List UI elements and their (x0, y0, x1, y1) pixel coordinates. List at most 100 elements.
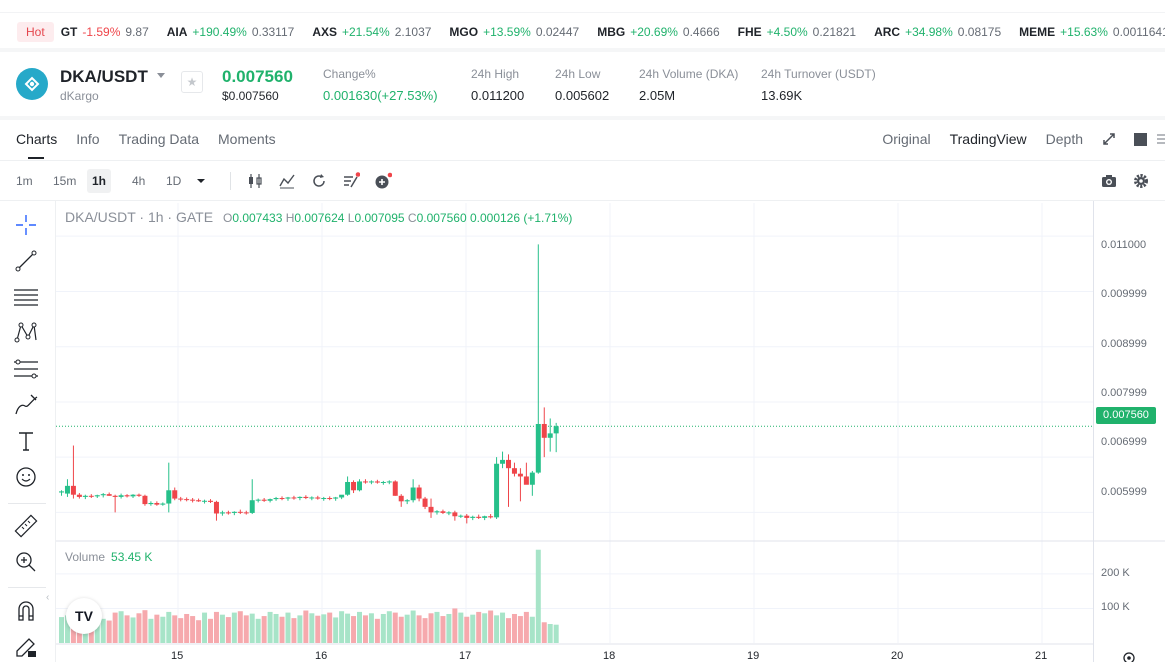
zoom-in-icon[interactable] (13, 549, 39, 575)
ticker-item[interactable]: MGO +13.59% 0.02447 (449, 25, 579, 39)
candle-body (88, 495, 94, 497)
candle-body (321, 498, 327, 500)
candle-body (428, 506, 434, 513)
chevron-down-icon[interactable] (157, 73, 165, 78)
tab-charts[interactable]: Charts (16, 131, 58, 159)
ticker-item[interactable]: ARC +34.98% 0.08175 (874, 25, 1001, 39)
menu-icon[interactable] (1157, 132, 1165, 146)
fib-retracement-icon[interactable] (13, 356, 39, 382)
chart-legend: DKA/USDT · 1h · GATE O0.007433 H0.007624… (65, 209, 572, 225)
pair-selector[interactable]: DKA/USDT (60, 67, 148, 86)
tab-moments[interactable]: Moments (218, 131, 276, 147)
collapse-toggle-icon[interactable]: ‹ (46, 592, 50, 603)
date-axis-label: 15 (171, 650, 184, 662)
volume-bar (59, 617, 64, 643)
brush-icon[interactable] (13, 392, 39, 418)
ticker-item[interactable]: AXS +21.54% 2.1037 (312, 25, 431, 39)
timeframe-4h[interactable]: 4h (132, 174, 146, 188)
candle-body (357, 481, 362, 491)
volume-bar (339, 611, 345, 643)
candle-body (345, 481, 351, 495)
templates-icon[interactable] (342, 172, 360, 190)
expand-icon[interactable] (1102, 132, 1116, 146)
ticker-symbol: GT (60, 24, 78, 39)
volume-bar (136, 613, 142, 643)
candle-body (458, 515, 464, 517)
candle-body (202, 500, 208, 502)
volume-bar (494, 615, 500, 643)
tab-info[interactable]: Info (76, 131, 100, 147)
timeframe-15m[interactable]: 15m (53, 174, 77, 188)
timeframe-1h[interactable]: 1h (87, 169, 112, 193)
pattern-icon[interactable] (13, 320, 39, 346)
candles-icon[interactable] (246, 172, 264, 190)
price-chart[interactable] (56, 201, 1165, 662)
volume-legend: Volume 53.45 K (65, 550, 152, 564)
candle-body (541, 423, 547, 438)
layout-icon[interactable] (1134, 132, 1147, 146)
divider (8, 587, 46, 588)
tab-original[interactable]: Original (882, 131, 931, 147)
trend-line-icon[interactable] (13, 248, 39, 274)
chevron-down-icon[interactable] (192, 172, 210, 190)
date-axis-label: 17 (459, 650, 472, 662)
hot-label[interactable]: Hot (17, 21, 54, 42)
volume-bar (482, 613, 488, 643)
candle-body (82, 495, 88, 497)
candle-body (506, 459, 511, 469)
timeframe-1m[interactable]: 1m (16, 174, 33, 188)
candle-body (392, 481, 398, 496)
horizontal-lines-icon[interactable] (13, 284, 39, 310)
divider (0, 48, 1165, 52)
tab-tradingview[interactable]: TradingView (949, 131, 1027, 147)
candle-body (547, 433, 553, 438)
candle-body (517, 473, 523, 477)
candle-body (225, 512, 231, 514)
timeframe-1d[interactable]: 1D (166, 174, 182, 188)
date-axis-label: 16 (315, 650, 328, 662)
volume-bar (506, 618, 511, 643)
volume-bar (303, 610, 309, 643)
stat-label: 24h Low (555, 67, 601, 81)
ticker-change: -1.59% (82, 24, 121, 39)
ticker-item[interactable]: MEME +15.63% 0.0011641 (1019, 25, 1165, 39)
volume-bar (225, 617, 231, 643)
volume-bar (327, 612, 333, 643)
volume-bar (279, 616, 285, 643)
candle-body (488, 516, 494, 518)
refresh-icon[interactable] (310, 172, 328, 190)
ticker-item[interactable]: GT -1.59% 9.87 (61, 25, 149, 39)
divider (0, 200, 1165, 201)
favorite-star-button[interactable]: ★ (181, 71, 203, 93)
volume-bar (374, 618, 380, 643)
pencil-lock-icon[interactable] (13, 634, 39, 660)
candle-body (70, 485, 76, 495)
gear-icon[interactable] (1132, 172, 1150, 190)
volume-bar (321, 614, 327, 643)
emoji-icon[interactable] (13, 464, 39, 490)
drawing-toolbar (0, 201, 56, 662)
magnet-icon[interactable] (13, 598, 39, 624)
axis-settings-icon[interactable] (1121, 649, 1137, 662)
ruler-icon[interactable] (13, 513, 39, 539)
tab-trading-data[interactable]: Trading Data (118, 131, 200, 147)
candle-body (106, 494, 112, 496)
ticker-item[interactable]: MBG +20.69% 0.4666 (597, 25, 719, 39)
tab-depth[interactable]: Depth (1045, 131, 1083, 147)
indicators-icon[interactable] (278, 172, 296, 190)
ticker-symbol: MGO (449, 24, 479, 39)
candle-body (351, 481, 357, 491)
ticker-item[interactable]: FHE +4.50% 0.21821 (738, 25, 856, 39)
camera-icon[interactable] (1100, 172, 1118, 190)
stat-label: 24h Volume (DKA) (639, 67, 739, 81)
tradingview-logo[interactable]: TV (66, 598, 102, 634)
add-icon[interactable] (374, 172, 392, 190)
ticker-item[interactable]: AIA +190.49% 0.33117 (167, 25, 295, 39)
candle-body (166, 490, 172, 504)
volume-bar (428, 613, 434, 643)
text-icon[interactable] (13, 428, 39, 454)
ticker-price: 0.21821 (812, 24, 857, 39)
crosshair-icon[interactable] (13, 212, 39, 238)
price-axis-label: 0.009999 (1101, 288, 1147, 300)
volume-bar (511, 613, 517, 643)
